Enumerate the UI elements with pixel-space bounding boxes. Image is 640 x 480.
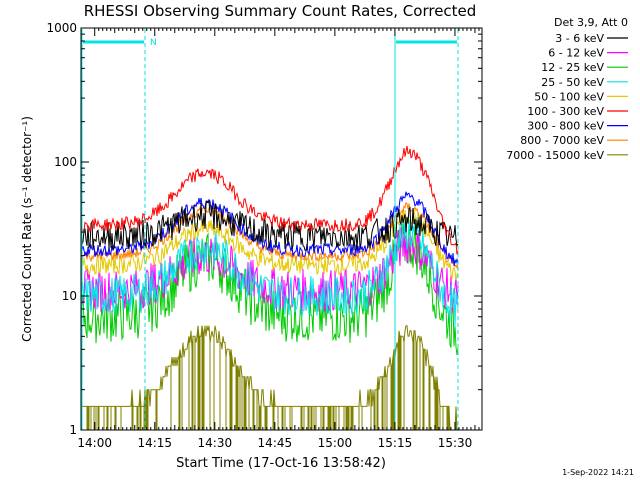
y-tick-label: 100 — [54, 155, 77, 169]
x-axis-label: Start Time (17-Oct-16 13:58:42) — [176, 456, 386, 471]
legend-label: 100 - 300 keV — [527, 105, 604, 118]
legend-label: 50 - 100 keV — [534, 90, 604, 103]
x-tick-label: 14:15 — [137, 436, 172, 450]
y-tick-label: 10 — [62, 289, 77, 303]
night-marker-label: N — [150, 38, 157, 48]
y-tick-label: 1 — [69, 423, 77, 437]
series-layer — [80, 145, 459, 431]
x-tick-label: 14:30 — [198, 436, 233, 450]
legend-title: Det 3,9, Att 0 — [554, 16, 628, 29]
x-tick-label: 14:45 — [258, 436, 293, 450]
chart-title: RHESSI Observing Summary Count Rates, Co… — [84, 2, 477, 20]
x-tick-label: 15:15 — [378, 436, 413, 450]
overlay-layer: N — [81, 29, 459, 430]
x-tick-label: 15:00 — [318, 436, 353, 450]
timestamp-stamp: 1-Sep-2022 14:21 — [562, 468, 634, 477]
legend-label: 6 - 12 keV — [548, 47, 604, 60]
legend-label: 3 - 6 keV — [555, 32, 604, 45]
axis-layer: 1 10 100 1000 14:00 14:15 14:30 14:45 15:00 15:15… — [46, 21, 482, 450]
x-tick-label: 14:00 — [77, 436, 112, 450]
series-7000-15000-kev — [81, 325, 458, 431]
legend-label: 300 - 800 keV — [527, 120, 604, 133]
legend-label: 25 - 50 keV — [541, 76, 604, 89]
plot-frame — [80, 27, 483, 431]
y-axis-label: Corrected Count Rate (s⁻¹ detector⁻¹) — [20, 116, 34, 342]
legend-label: 12 - 25 keV — [541, 61, 604, 74]
legend-label: 7000 - 15000 keV — [506, 149, 604, 162]
legend-label: 800 - 7000 keV — [520, 134, 604, 147]
x-tick-label: 15:30 — [438, 436, 473, 450]
y-tick-label: 1000 — [46, 21, 77, 35]
